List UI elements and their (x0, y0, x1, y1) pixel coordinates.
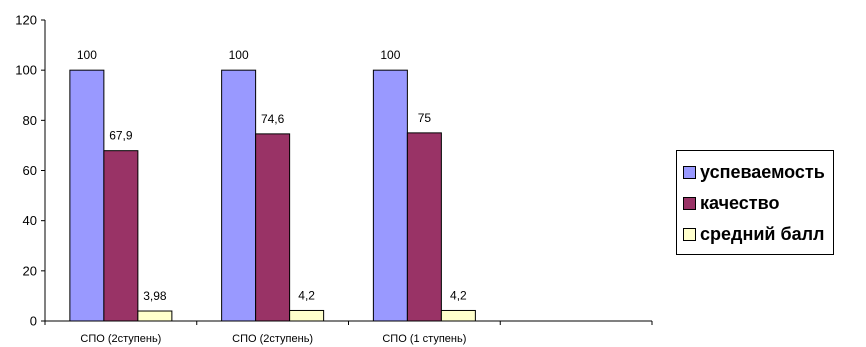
legend-item-sredniy-ball: средний балл (683, 219, 825, 250)
bar (221, 69, 257, 322)
data-label: 100 (77, 48, 97, 62)
y-tick-label: 40 (23, 213, 37, 228)
bar (103, 150, 139, 322)
bar (137, 310, 173, 322)
legend-swatch (683, 197, 696, 210)
data-label: 75 (418, 111, 432, 125)
data-label: 3,98 (143, 289, 167, 303)
data-label: 4,2 (450, 288, 467, 302)
data-label: 100 (380, 48, 400, 62)
legend-label: качество (700, 193, 780, 213)
y-tick-label: 20 (23, 263, 37, 278)
bar (406, 132, 442, 322)
y-tick-label: 80 (23, 113, 37, 128)
y-tick-label: 100 (15, 63, 37, 78)
bar (289, 309, 325, 322)
y-tick-label: 120 (15, 13, 37, 28)
legend-swatch (683, 228, 696, 241)
bar (255, 133, 291, 322)
bar (440, 309, 476, 322)
legend: успеваемость качество средний балл (676, 150, 834, 255)
data-label: 67,9 (109, 129, 133, 143)
x-tick-label: СПО (1 ступень) (382, 333, 466, 345)
y-tick-label: 60 (23, 163, 37, 178)
legend-label: успеваемость (700, 162, 825, 182)
x-tick-label: СПО (2ступень) (232, 333, 313, 345)
y-tick-label: 0 (30, 314, 37, 329)
legend-swatch (683, 166, 696, 179)
bar (69, 69, 105, 322)
data-label: 100 (229, 48, 249, 62)
legend-item-uspevaemost: успеваемость (683, 157, 825, 188)
bar (372, 69, 408, 322)
data-label: 74,6 (261, 112, 285, 126)
legend-label: средний балл (700, 224, 825, 244)
legend-item-kachestvo: качество (683, 188, 825, 219)
data-label: 4,2 (298, 288, 315, 302)
x-tick-label: СПО (2ступень) (80, 333, 161, 345)
